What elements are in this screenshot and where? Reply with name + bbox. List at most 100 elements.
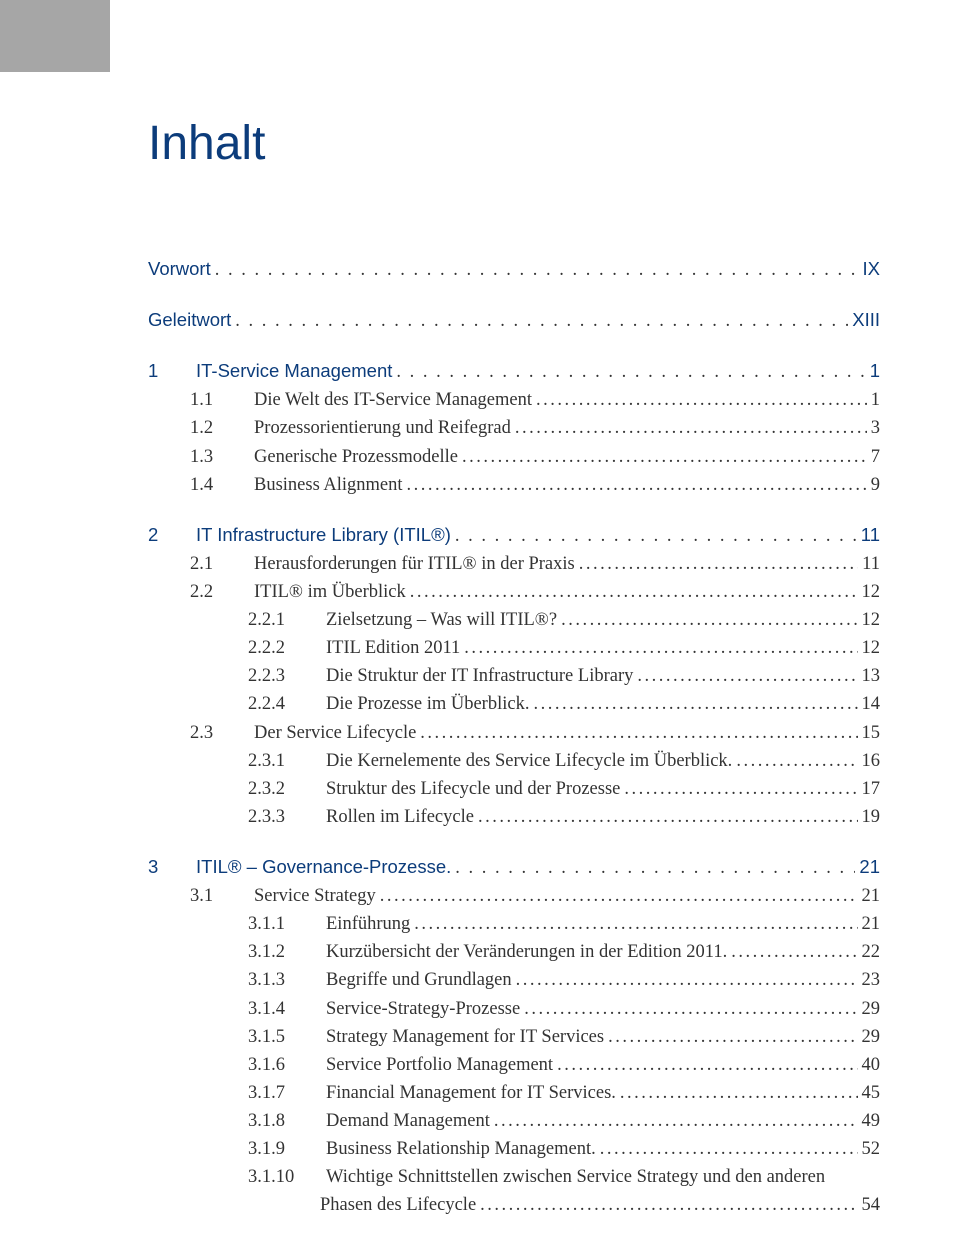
leader-dots [536, 386, 867, 414]
toc-subsection-label: Kurzübersicht der Veränderungen in der E… [326, 938, 727, 966]
toc-subsection-label: Rollen im Lifecycle [326, 803, 474, 831]
spacer [148, 499, 880, 521]
toc-subsection-page: 12 [862, 634, 881, 662]
toc-subsection-page: 29 [862, 995, 881, 1023]
toc-subsection-num: 3.1.4 [148, 995, 326, 1023]
toc-section-row: 2.1Herausforderungen für ITIL® in der Pr… [148, 550, 880, 578]
leader-dots [524, 995, 857, 1023]
toc-subsection-label: ITIL Edition 2011 [326, 634, 460, 662]
toc-section-num: 1.1 [148, 386, 254, 414]
toc-subsection-row: 3.1.7Financial Management for IT Service… [148, 1079, 880, 1107]
toc-subsection-row: 2.3.1Die Kernelemente des Service Lifecy… [148, 747, 880, 775]
toc-subsection-row: 2.2.1Zielsetzung – Was will ITIL®?12 [148, 606, 880, 634]
leader-dots [462, 443, 867, 471]
toc-section-page: 12 [862, 578, 881, 606]
toc-subsection-num: 2.2.3 [148, 662, 326, 690]
leader-dots [515, 414, 867, 442]
corner-tab [0, 0, 110, 72]
toc-section-row: 3.1Service Strategy21 [148, 882, 880, 910]
leader-dots [478, 803, 858, 831]
toc-front-label: Geleitwort [148, 306, 231, 334]
toc-subsection-page: 22 [862, 938, 881, 966]
toc-subsection-row: 3.1.8Demand Management49 [148, 1107, 880, 1135]
leader-dots [464, 634, 857, 662]
toc-section-row: 1.2Prozessorientierung und Reifegrad3 [148, 414, 880, 442]
content-area: Inhalt VorwortIXGeleitwortXIII1IT-Servic… [148, 116, 880, 1241]
toc-subsection-label: Service Portfolio Management [326, 1051, 553, 1079]
toc-subsection-row: 3.1.4Service-Strategy-Prozesse29 [148, 995, 880, 1023]
toc-subsection-num: 3.1.1 [148, 910, 326, 938]
toc-section-label: Herausforderungen für ITIL® in der Praxi… [254, 550, 575, 578]
toc-subsection-row: 3.1.2Kurzübersicht der Veränderungen in … [148, 938, 880, 966]
toc-subsection-row: 3.1.1Einführung21 [148, 910, 880, 938]
leader-dots [731, 938, 857, 966]
toc-section-page: 3 [871, 414, 880, 442]
toc-section-row: 2.2ITIL® im Überblick12 [148, 578, 880, 606]
leader-dots [624, 775, 857, 803]
leader-dots [561, 606, 857, 634]
toc-subsection-num: 3.1.7 [148, 1079, 326, 1107]
leader-dots [516, 966, 858, 994]
toc-section-num: 1.4 [148, 471, 254, 499]
toc-subsection-row: 3.1.6Service Portfolio Management 40 [148, 1051, 880, 1079]
toc-section-row: 1.3Generische Prozessmodelle7 [148, 443, 880, 471]
toc-chapter-row: 3ITIL® – Governance-Prozesse. 21 [148, 853, 880, 882]
toc-subsection-label: Wichtige Schnittstellen zwischen Service… [326, 1163, 825, 1191]
toc-section-label: ITIL® im Überblick [254, 578, 406, 606]
leader-dots [380, 882, 858, 910]
toc-subsection-page: 13 [862, 662, 881, 690]
toc-chapter-num: 3 [148, 853, 196, 881]
leader-dots [215, 256, 859, 284]
leader-dots [533, 690, 857, 718]
leader-dots [235, 307, 848, 335]
toc-subsection-num: 3.1.5 [148, 1023, 326, 1051]
toc-subsection-num: 2.3.3 [148, 803, 326, 831]
toc-chapter-row: 1IT-Service Management1 [148, 357, 880, 386]
toc-section-page: 11 [862, 550, 880, 578]
toc-subsection-num: 2.2.4 [148, 690, 326, 718]
toc-subsection-label: Die Kernelemente des Service Lifecycle i… [326, 747, 732, 775]
toc-chapter-page: 11 [861, 521, 880, 549]
toc-chapter-page: 1 [870, 357, 880, 385]
spacer [148, 335, 880, 357]
toc-subsection-row-continued: Phasen des Lifecycle54 [148, 1191, 880, 1219]
toc-subsection-page: 40 [862, 1051, 881, 1079]
spacer [148, 1219, 880, 1241]
toc-subsection-row: 2.3.3Rollen im Lifecycle 19 [148, 803, 880, 831]
page: Inhalt VorwortIXGeleitwortXIII1IT-Servic… [0, 0, 960, 1193]
toc-subsection-num: 2.2.2 [148, 634, 326, 662]
leader-dots [410, 578, 858, 606]
toc-subsection-page: 17 [862, 775, 881, 803]
toc-subsection-page: 52 [862, 1135, 881, 1163]
toc-section-page: 9 [871, 471, 880, 499]
toc-subsection-label: Einführung [326, 910, 410, 938]
toc-subsection-page: 49 [862, 1107, 881, 1135]
toc-subsection-row: 2.2.4Die Prozesse im Überblick.14 [148, 690, 880, 718]
leader-dots [455, 522, 857, 550]
toc-subsection-num: 3.1.10 [148, 1163, 326, 1191]
toc-chapter-label: IT-Service Management [196, 357, 392, 385]
toc-section-row: 1.4Business Alignment 9 [148, 471, 880, 499]
toc-front-row: VorwortIX [148, 255, 880, 284]
toc-front-page: IX [863, 255, 880, 283]
toc-subsection-num: 3.1.6 [148, 1051, 326, 1079]
toc-subsection-num: 2.3.2 [148, 775, 326, 803]
toc-subsection-row: 2.2.3Die Struktur der IT Infrastructure … [148, 662, 880, 690]
toc-front-row: GeleitwortXIII [148, 306, 880, 335]
spacer [148, 831, 880, 853]
toc-subsection-num: 3.1.2 [148, 938, 326, 966]
toc-section-label: Business Alignment [254, 471, 403, 499]
toc-subsection-row: 3.1.9Business Relationship Management.52 [148, 1135, 880, 1163]
toc-chapter-page: 21 [859, 853, 880, 881]
toc-subsection-page: 16 [862, 747, 881, 775]
toc-subsection-page: 19 [862, 803, 881, 831]
leader-dots [637, 662, 857, 690]
toc-section-label: Service Strategy [254, 882, 376, 910]
toc-subsection-page: 14 [862, 690, 881, 718]
toc-section-num: 1.2 [148, 414, 254, 442]
toc-subsection-label: Demand Management [326, 1107, 490, 1135]
toc-section-page: 21 [862, 882, 881, 910]
toc-chapter-label: ITIL® – Governance-Prozesse. [196, 853, 451, 881]
leader-dots [396, 358, 865, 386]
toc-subsection-label: Strategy Management for IT Services [326, 1023, 604, 1051]
